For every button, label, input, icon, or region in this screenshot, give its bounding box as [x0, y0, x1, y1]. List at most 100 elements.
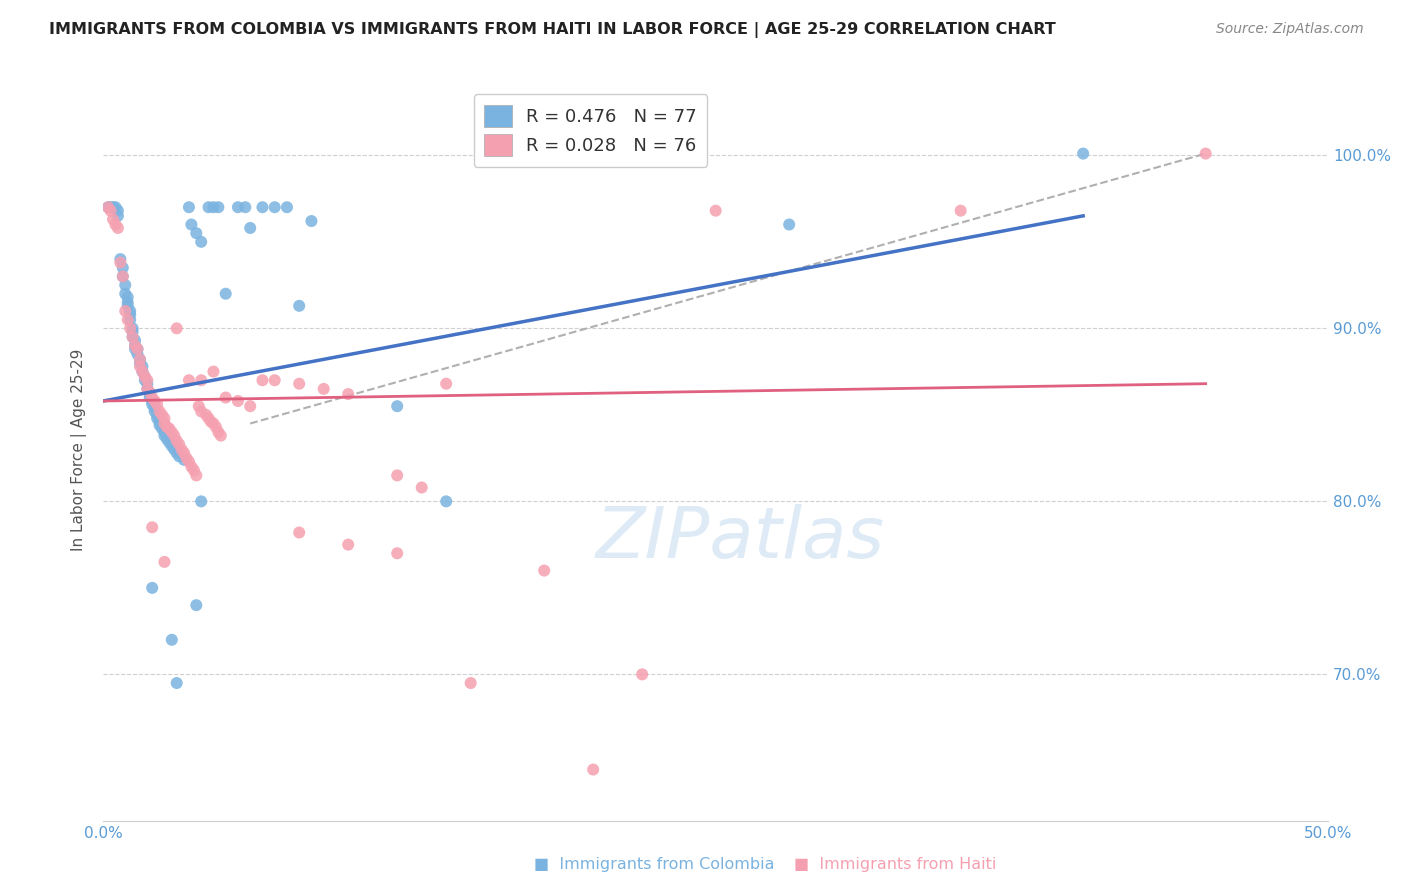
Point [141, 391, 163, 405]
Point [239, 221, 262, 235]
Point [215, 391, 238, 405]
Point [177, 200, 200, 214]
Point [121, 330, 143, 344]
Point [148, 404, 170, 418]
Point [129, 352, 152, 367]
Point [202, 365, 225, 379]
Point [160, 425, 183, 439]
Point [276, 200, 298, 214]
Point [104, 200, 127, 214]
Point [120, 304, 142, 318]
Point [143, 401, 166, 415]
Legend: R = 0.476   N = 77, R = 0.028   N = 76: R = 0.476 N = 77, R = 0.028 N = 76 [474, 94, 707, 167]
Point [177, 454, 200, 468]
Point [200, 415, 222, 429]
Point [337, 538, 360, 552]
Point [148, 418, 170, 433]
Point [186, 468, 208, 483]
Point [153, 555, 176, 569]
Point [631, 667, 654, 681]
Point [141, 397, 163, 411]
Point [127, 342, 149, 356]
Point [124, 334, 146, 348]
Point [156, 432, 179, 446]
Point [337, 387, 360, 401]
Point [252, 200, 274, 214]
Point [136, 376, 159, 391]
Point [107, 209, 129, 223]
Point [136, 382, 159, 396]
Point [202, 200, 225, 214]
Point [778, 218, 800, 232]
Point [533, 564, 555, 578]
Point [107, 221, 129, 235]
Point [166, 321, 188, 335]
Point [460, 676, 482, 690]
Point [104, 218, 127, 232]
Point [153, 428, 176, 442]
Point [131, 365, 153, 379]
Y-axis label: In Labor Force | Age 25-29: In Labor Force | Age 25-29 [72, 348, 87, 550]
Point [114, 286, 136, 301]
Point [117, 299, 139, 313]
Point [139, 385, 162, 400]
Point [134, 373, 156, 387]
Point [205, 420, 228, 434]
Point [195, 408, 218, 422]
Point [180, 459, 202, 474]
Point [186, 226, 208, 240]
Point [385, 546, 408, 560]
Point [141, 394, 163, 409]
Text: ■  Immigrants from Colombia: ■ Immigrants from Colombia [534, 857, 775, 872]
Point [173, 453, 195, 467]
Point [252, 373, 274, 387]
Point [131, 365, 153, 379]
Point [141, 520, 163, 534]
Point [704, 203, 727, 218]
Point [167, 437, 190, 451]
Point [157, 435, 180, 450]
Point [411, 481, 433, 495]
Point [197, 411, 219, 425]
Point [150, 422, 173, 436]
Point [176, 451, 198, 466]
Point [124, 342, 146, 356]
Point [120, 308, 142, 322]
Point [111, 269, 134, 284]
Point [190, 235, 212, 249]
Point [190, 373, 212, 387]
Point [180, 218, 202, 232]
Point [233, 200, 256, 214]
Point [190, 494, 212, 508]
Point [129, 352, 152, 367]
Point [153, 417, 176, 431]
Point [183, 463, 205, 477]
Text: ■  Immigrants from Haiti: ■ Immigrants from Haiti [794, 857, 997, 872]
Point [131, 359, 153, 374]
Point [186, 598, 208, 612]
Point [215, 286, 238, 301]
Point [141, 581, 163, 595]
Text: IMMIGRANTS FROM COLOMBIA VS IMMIGRANTS FROM HAITI IN LABOR FORCE | AGE 25-29 COR: IMMIGRANTS FROM COLOMBIA VS IMMIGRANTS F… [49, 22, 1056, 38]
Point [117, 295, 139, 310]
Point [434, 376, 457, 391]
Point [312, 382, 335, 396]
Point [129, 356, 152, 370]
Point [101, 200, 124, 214]
Point [301, 214, 323, 228]
Point [120, 321, 142, 335]
Point [110, 255, 132, 269]
Point [153, 425, 176, 439]
Point [146, 397, 169, 411]
Point [166, 434, 188, 448]
Point [100, 200, 122, 214]
Point [163, 428, 186, 442]
Point [166, 446, 188, 460]
Point [385, 399, 408, 413]
Point [157, 422, 180, 436]
Point [117, 312, 139, 326]
Point [288, 299, 311, 313]
Point [949, 203, 972, 218]
Point [434, 494, 457, 508]
Point [111, 260, 134, 275]
